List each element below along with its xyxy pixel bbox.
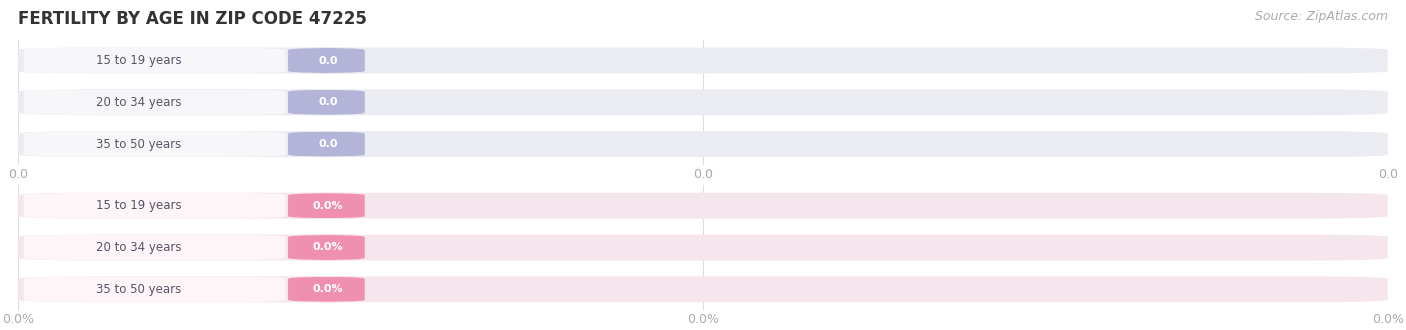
FancyBboxPatch shape [18, 48, 1388, 74]
Text: 15 to 19 years: 15 to 19 years [96, 54, 181, 67]
Text: 15 to 19 years: 15 to 19 years [96, 199, 181, 212]
FancyBboxPatch shape [24, 277, 285, 302]
FancyBboxPatch shape [24, 48, 285, 73]
Text: 0.0: 0.0 [318, 97, 337, 107]
FancyBboxPatch shape [24, 193, 285, 218]
FancyBboxPatch shape [24, 89, 285, 115]
FancyBboxPatch shape [288, 131, 364, 157]
Text: 35 to 50 years: 35 to 50 years [96, 283, 181, 296]
FancyBboxPatch shape [18, 235, 1388, 260]
FancyBboxPatch shape [288, 277, 364, 302]
Text: 20 to 34 years: 20 to 34 years [96, 96, 181, 109]
Text: 35 to 50 years: 35 to 50 years [96, 138, 181, 150]
Text: 0.0%: 0.0% [312, 243, 343, 252]
FancyBboxPatch shape [18, 193, 1388, 219]
Text: Source: ZipAtlas.com: Source: ZipAtlas.com [1254, 10, 1388, 23]
FancyBboxPatch shape [288, 48, 364, 73]
FancyBboxPatch shape [18, 276, 1388, 302]
Text: 0.0%: 0.0% [312, 201, 343, 211]
Text: 0.0: 0.0 [318, 55, 337, 65]
Text: 20 to 34 years: 20 to 34 years [96, 241, 181, 254]
FancyBboxPatch shape [24, 235, 285, 260]
FancyBboxPatch shape [24, 131, 285, 157]
Text: FERTILITY BY AGE IN ZIP CODE 47225: FERTILITY BY AGE IN ZIP CODE 47225 [18, 10, 367, 28]
FancyBboxPatch shape [18, 89, 1388, 115]
FancyBboxPatch shape [18, 131, 1388, 157]
Text: 0.0%: 0.0% [312, 284, 343, 294]
FancyBboxPatch shape [288, 235, 364, 260]
Text: 0.0: 0.0 [318, 139, 337, 149]
FancyBboxPatch shape [288, 89, 364, 115]
FancyBboxPatch shape [288, 193, 364, 218]
